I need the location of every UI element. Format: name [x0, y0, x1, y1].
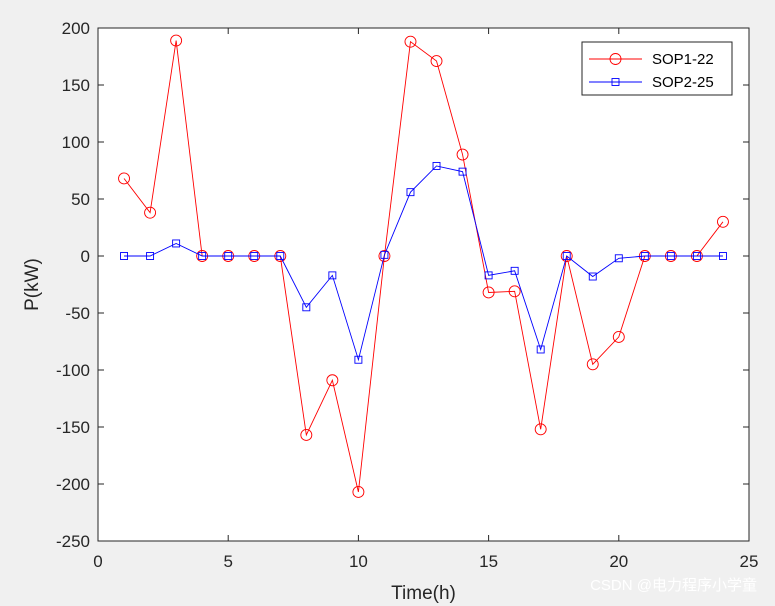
- data-point: [719, 252, 727, 260]
- data-point: [170, 34, 183, 47]
- legend-label: SOP2-25: [652, 74, 714, 91]
- data-point: [326, 374, 339, 387]
- data-point: [144, 206, 157, 219]
- data-point: [328, 271, 337, 280]
- data-point: [120, 252, 128, 260]
- data-point: [380, 250, 389, 259]
- data-point: [510, 266, 519, 275]
- data-point: [300, 429, 313, 441]
- data-point: [482, 286, 495, 299]
- x-tick-label: 15: [479, 552, 498, 571]
- data-point: [536, 345, 545, 354]
- data-point: [430, 55, 443, 68]
- y-tick-label: 200: [62, 19, 90, 38]
- data-point: [614, 254, 623, 263]
- data-point: [352, 486, 365, 498]
- data-point: [666, 252, 675, 260]
- axes-box: [97, 27, 750, 542]
- x-tick-label: 5: [223, 552, 232, 571]
- x-tick-label: 10: [349, 552, 368, 571]
- data-point: [250, 252, 259, 260]
- x-axis-label: Time(h): [391, 583, 456, 604]
- y-tick-label: 150: [62, 76, 90, 95]
- data-point: [692, 252, 701, 260]
- series-line: [124, 165, 723, 362]
- y-tick-label: 100: [62, 133, 90, 152]
- data-point: [302, 303, 311, 312]
- data-point: [406, 188, 415, 197]
- data-point: [224, 252, 233, 260]
- y-tick-label: -150: [56, 418, 90, 437]
- legend: SOP1-22 SOP2-25: [581, 41, 733, 96]
- data-point: [276, 252, 285, 260]
- y-tick-label: 50: [71, 190, 90, 209]
- data-point: [534, 423, 547, 436]
- data-point: [508, 285, 521, 298]
- plot-area: [98, 28, 749, 541]
- ticks-layer: 0 5 10 15 20 25 -250 -200 -150 -100 -50 0 50 100 150 20…: [56, 19, 758, 571]
- watermark-text: CSDN @电力程序小学童: [590, 576, 757, 594]
- x-tick-label: 0: [93, 552, 102, 571]
- data-point: [717, 215, 729, 228]
- x-tick-label: 20: [609, 552, 628, 571]
- data-point: [612, 330, 625, 343]
- legend-box: [581, 41, 733, 96]
- legend-marker: [611, 78, 620, 86]
- data-point: [562, 252, 571, 260]
- data-point: [458, 167, 467, 176]
- data-point: [432, 161, 441, 170]
- y-tick-label: -250: [56, 532, 90, 551]
- y-tick-label: 0: [81, 247, 90, 266]
- legend-label: SOP1-22: [652, 51, 714, 68]
- data-point: [484, 271, 493, 280]
- y-tick-label: -100: [56, 361, 90, 380]
- data-point: [172, 239, 181, 248]
- data-point: [354, 355, 363, 364]
- data-point: [586, 358, 599, 371]
- data-point: [146, 252, 155, 260]
- data-point: [560, 250, 573, 262]
- data-point: [198, 252, 207, 260]
- data-point: [118, 172, 130, 185]
- y-axis-label: P(kW): [22, 258, 43, 311]
- data-point: [404, 35, 417, 48]
- y-tick-label: -200: [56, 475, 90, 494]
- data-point: [640, 252, 649, 260]
- series-layer: [118, 34, 729, 498]
- legend-marker: [609, 53, 622, 65]
- x-tick-label: 25: [740, 552, 759, 571]
- data-point: [588, 272, 597, 281]
- series-sop2-25: [120, 161, 727, 364]
- y-tick-label: -50: [65, 304, 90, 323]
- data-point: [378, 250, 391, 262]
- data-point: [456, 148, 469, 161]
